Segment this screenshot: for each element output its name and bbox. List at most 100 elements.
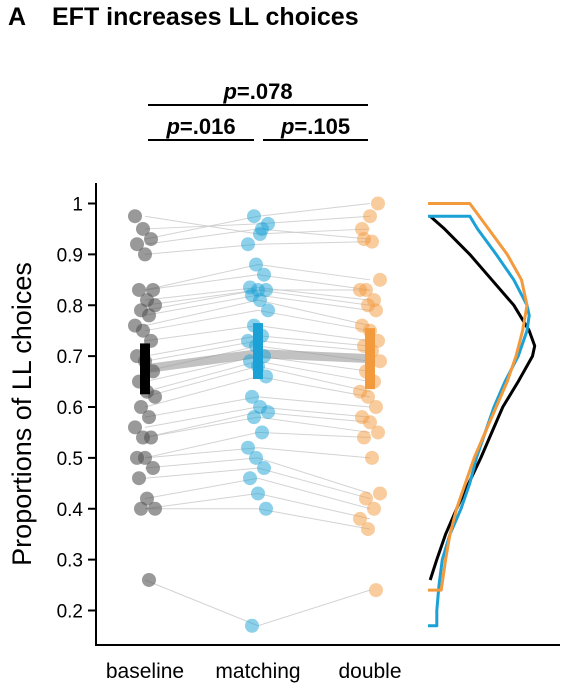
point-matching: [245, 389, 259, 404]
point-baseline: [142, 410, 156, 425]
point-baseline: [134, 501, 148, 516]
y-tick-label: 0.2: [57, 602, 83, 623]
ci-bars: [140, 323, 375, 395]
point-baseline: [140, 491, 154, 506]
point-matching: [261, 303, 275, 318]
point-baseline: [148, 501, 162, 516]
data-points: [128, 196, 387, 633]
point-matching: [247, 410, 261, 425]
point-baseline: [138, 247, 152, 262]
p-value: =.105: [294, 114, 350, 139]
point-double: [363, 209, 377, 224]
point-baseline: [142, 572, 156, 587]
point-matching: [245, 618, 259, 633]
y-ticks: 0.2 0.3 0.4 0.5 0.6 0.7 0.8 0.9 1: [57, 195, 96, 623]
point-baseline: [148, 298, 162, 313]
point-baseline: [132, 282, 146, 297]
y-tick-label: 0.4: [57, 500, 84, 521]
y-tick-label: 0.6: [57, 398, 83, 419]
point-baseline: [134, 400, 148, 414]
point-baseline: [132, 471, 146, 486]
point-matching: [241, 440, 255, 455]
point-double: [353, 282, 367, 297]
point-matching: [255, 221, 269, 236]
point-matching: [249, 450, 263, 465]
ci-bar-matching: [253, 323, 263, 380]
point-baseline: [144, 430, 158, 445]
p-symbol: p: [165, 114, 179, 139]
p-symbol: p: [280, 114, 294, 139]
y-tick-label: 0.7: [57, 347, 83, 368]
point-double: [365, 450, 379, 465]
y-tick-label: 1: [72, 195, 83, 216]
participant-line: [144, 309, 371, 332]
point-double: [373, 272, 387, 287]
point-baseline: [128, 209, 142, 224]
panel-letter: A: [8, 3, 26, 31]
chart-title: EFT increases LL choices: [52, 3, 359, 31]
y-tick-label: 0.9: [57, 245, 83, 266]
point-double: [371, 425, 385, 440]
p-symbol: p: [222, 79, 236, 104]
point-baseline: [148, 389, 162, 404]
x-tick-label-baseline: baseline: [106, 660, 184, 683]
participant-line: [144, 477, 371, 510]
participant-line: [144, 447, 371, 459]
point-matching: [255, 425, 269, 440]
ci-bar-baseline: [140, 343, 150, 395]
y-tick-label: 0.3: [57, 551, 83, 572]
point-double: [369, 400, 383, 414]
point-double: [373, 354, 387, 369]
x-tick-labels: baseline matching double: [106, 660, 402, 683]
point-double: [357, 430, 371, 445]
point-baseline: [146, 461, 160, 476]
p-value-label: p=.105: [280, 114, 350, 139]
point-matching: [243, 471, 257, 486]
point-baseline: [138, 450, 152, 465]
point-matching: [259, 282, 273, 297]
density-baseline: [428, 215, 537, 581]
point-matching: [241, 237, 255, 252]
point-baseline: [144, 232, 158, 247]
point-baseline: [136, 221, 150, 236]
p-value-label: p=.016: [165, 114, 235, 139]
point-double: [369, 303, 383, 318]
point-matching: [253, 293, 267, 308]
participant-line: [144, 579, 371, 627]
point-baseline: [136, 323, 150, 338]
x-tick-label-matching: matching: [215, 660, 300, 683]
y-axis-label: Proportions of LL choices: [7, 262, 37, 566]
density-double: [428, 202, 529, 592]
point-double: [367, 501, 381, 516]
point-matching: [257, 461, 271, 476]
y-tick-label: 0.8: [57, 296, 83, 317]
density-matching: [428, 214, 531, 628]
y-tick-label: 0.5: [57, 449, 83, 470]
point-double: [369, 583, 383, 598]
point-double: [371, 196, 385, 211]
point-double: [359, 491, 373, 506]
p-value: =.016: [180, 114, 236, 139]
participant-line: [145, 508, 371, 530]
point-matching: [257, 267, 271, 282]
point-baseline: [142, 308, 156, 323]
point-baseline: [146, 282, 160, 297]
x-tick-label-double: double: [338, 660, 401, 683]
point-matching: [247, 209, 261, 224]
point-double: [373, 486, 387, 501]
axes: [95, 183, 560, 646]
point-double: [365, 234, 379, 249]
p-value: =.078: [237, 79, 293, 104]
point-matching: [259, 501, 273, 516]
p-value-label: p=.078: [222, 79, 292, 104]
point-matching: [249, 257, 263, 272]
point-double: [363, 415, 377, 430]
point-baseline: [128, 420, 142, 435]
point-double: [361, 389, 375, 404]
density-curves: [428, 202, 537, 628]
ci-bar-double: [365, 328, 375, 390]
participant-line: [144, 241, 371, 255]
point-matching: [251, 486, 265, 501]
